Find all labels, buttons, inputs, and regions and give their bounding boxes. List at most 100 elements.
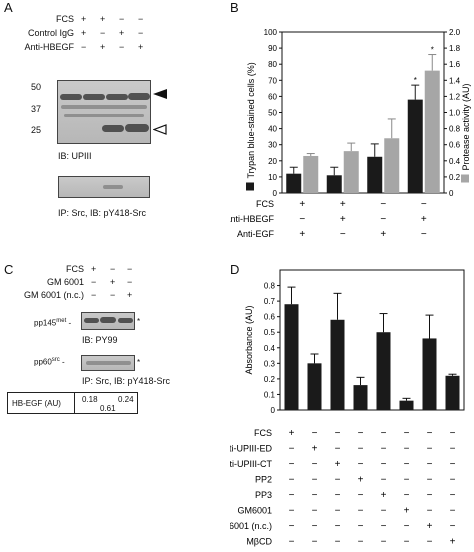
condition-mark: − [381,475,387,486]
condition-mark: − [381,428,387,439]
condition-label: GM 6001 [46,277,84,287]
condition-mark: − [312,490,318,501]
western-blot-src [58,176,150,198]
condition-mark: − [110,290,116,300]
condition-label: PP2 [255,475,272,485]
condition-mark: − [450,475,456,486]
condition-mark: − [91,290,97,300]
y-axis-label: Absorbance (AU) [244,305,254,374]
y-tick-label: 0.6 [264,313,276,322]
y2-tick-label: 1.4 [449,76,461,85]
condition-mark: + [81,28,87,38]
condition-mark: − [404,459,410,470]
y2-tick-label: 1.0 [449,109,461,118]
hbegf-value-1: 0.18 [82,395,98,404]
y-tick-label: 0.2 [264,375,276,384]
bar-absorbance [307,363,322,410]
condition-mark: − [380,214,386,225]
y-tick-label: 0.8 [264,282,276,291]
condition-mark: − [381,537,387,548]
condition-mark: − [381,459,387,470]
y-tick-label: 60 [268,92,277,101]
condition-mark: − [91,277,97,287]
y-tick-label: 0 [271,406,276,415]
y-tick-label: 0.1 [264,390,276,399]
blot-pp145met-label: pp145met - [34,318,72,328]
blot-pp60src-label: pp60src - [34,357,65,367]
bar-absorbance [422,338,437,410]
condition-mark: − [404,537,410,548]
bar-trypan-blue [286,173,302,193]
condition-mark: − [312,537,318,548]
condition-mark: + [127,290,133,300]
condition-mark: − [358,521,364,532]
condition-mark: − [340,229,346,240]
y2-tick-label: 0 [449,189,454,198]
bar-protease-activity [384,138,400,193]
condition-mark: − [289,506,295,517]
condition-mark: − [427,459,433,470]
condition-mark: − [404,521,410,532]
panel-a-letter: A [4,0,13,15]
condition-mark: − [335,428,341,439]
legend-swatch-black [246,182,254,191]
condition-mark: − [335,521,341,532]
condition-label: GM 6001 (n.c.) [23,290,84,300]
y-tick-label: 80 [268,60,277,69]
y2-tick-label: 1.6 [449,60,461,69]
hbegf-value-2: 0.61 [100,404,116,413]
y-tick-label: 0.5 [264,328,276,337]
bar-protease-activity [303,155,319,193]
condition-label: Anti-HBEGF [230,214,274,224]
condition-mark: − [289,459,295,470]
condition-label: Anti-UPIII-ED [230,444,272,454]
condition-mark: + [421,214,427,225]
condition-mark: − [450,459,456,470]
condition-mark: + [340,214,346,225]
western-blot-pp145met [81,312,135,330]
condition-mark: + [119,28,125,38]
condition-label: MβCD [246,537,272,547]
condition-mark: − [299,214,305,225]
condition-mark: − [427,444,433,455]
ip-src-label: IP: Src, IB: pY418-Src [58,208,147,218]
ib-py99-label: IB: PY99 [82,335,118,345]
asterisk-marker-2: * [137,358,141,367]
y2-tick-label: 1.8 [449,44,461,53]
y-axis-label-group: Absorbance (AU) [244,305,254,374]
condition-mark: − [110,264,116,274]
y-tick-label: 50 [268,109,277,118]
condition-mark: − [427,428,433,439]
condition-mark: − [127,277,133,287]
western-blot-pp60src [81,355,135,371]
condition-mark: + [380,229,386,240]
condition-mark: − [450,506,456,517]
condition-mark: + [100,14,106,24]
condition-mark: − [312,521,318,532]
condition-mark: + [450,537,456,548]
condition-mark: − [381,506,387,517]
open-arrowhead-icon [153,124,167,135]
condition-mark: − [358,459,364,470]
y2-tick-label: 0.2 [449,173,461,182]
bar-trypan-blue [407,99,423,193]
condition-mark: − [119,14,125,24]
y-tick-label: 0.4 [264,344,276,353]
bar-absorbance [284,304,299,410]
condition-mark: − [335,490,341,501]
significance-marker: * [431,46,434,55]
condition-mark: − [335,506,341,517]
condition-mark: − [138,28,144,38]
y2-axis-label-group: Protease activity (AU) [461,83,471,183]
bar-trypan-blue [326,175,342,193]
condition-mark: + [81,14,87,24]
condition-mark: − [404,490,410,501]
ib-upiii-label: IB: UPIII [58,151,92,161]
condition-mark: − [289,521,295,532]
bar-absorbance [376,332,391,410]
bar-trypan-blue [367,156,383,193]
y-tick-label: 0.7 [264,297,276,306]
bar-absorbance [445,375,460,410]
condition-label: Control IgG [27,28,74,38]
condition-mark: − [312,506,318,517]
